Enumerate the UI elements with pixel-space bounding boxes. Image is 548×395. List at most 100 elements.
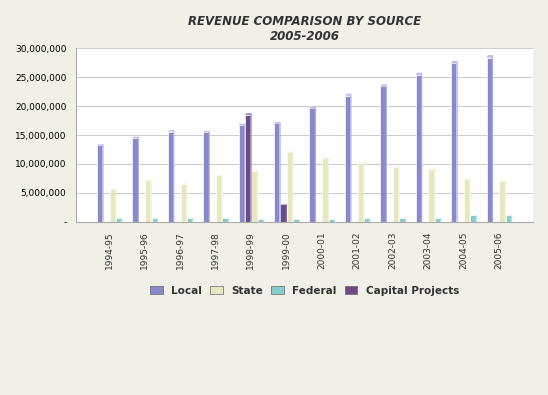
Bar [416,75,421,222]
Polygon shape [310,107,316,109]
Polygon shape [221,175,222,222]
Polygon shape [151,179,152,222]
Bar [252,171,256,222]
Bar [187,218,192,222]
Polygon shape [299,219,300,222]
Polygon shape [97,144,104,145]
Bar [274,124,279,222]
Polygon shape [487,55,493,58]
Polygon shape [292,151,293,222]
Polygon shape [133,137,139,138]
Polygon shape [350,94,351,222]
Bar [310,109,315,222]
Bar [222,218,227,222]
Bar [181,184,186,222]
Polygon shape [203,131,210,132]
Bar [364,218,369,222]
Bar [429,169,434,222]
Polygon shape [238,124,245,125]
Title: REVENUE COMPARISON BY SOURCE
2005-2006: REVENUE COMPARISON BY SOURCE 2005-2006 [188,15,421,43]
Polygon shape [328,157,329,222]
Bar [145,180,151,222]
Bar [258,219,263,222]
Polygon shape [429,168,435,169]
Bar [499,181,505,222]
Polygon shape [505,180,506,222]
Polygon shape [386,85,387,222]
Polygon shape [345,94,351,96]
Bar [293,219,299,222]
Polygon shape [287,151,293,152]
Bar [203,132,209,222]
Polygon shape [492,55,493,222]
Bar [329,219,334,222]
Polygon shape [421,73,423,222]
Bar [470,215,476,222]
Polygon shape [315,107,316,222]
Bar [451,63,456,222]
Polygon shape [464,178,470,179]
Legend: Local, State, Federal, Capital Projects: Local, State, Federal, Capital Projects [147,282,462,299]
Polygon shape [115,189,116,222]
Polygon shape [434,168,435,222]
Polygon shape [181,183,187,184]
Polygon shape [186,183,187,222]
Polygon shape [369,218,370,222]
Polygon shape [279,122,281,222]
Polygon shape [476,215,477,222]
Bar [464,179,469,222]
Polygon shape [263,219,264,222]
Bar [216,175,221,222]
Polygon shape [456,61,458,222]
Bar [506,215,511,222]
Bar [287,152,292,222]
Polygon shape [250,113,252,222]
Polygon shape [252,170,258,171]
Polygon shape [168,130,174,132]
Bar [358,163,363,222]
Bar [97,145,102,222]
Polygon shape [469,178,470,222]
Polygon shape [398,166,399,222]
Polygon shape [245,113,252,115]
Bar [152,218,157,222]
Bar [116,218,122,222]
Polygon shape [122,218,123,222]
Polygon shape [416,73,423,75]
Polygon shape [138,137,139,222]
Polygon shape [322,157,329,158]
Polygon shape [380,85,387,87]
Bar [435,218,440,222]
Polygon shape [157,218,158,222]
Polygon shape [511,215,512,222]
Polygon shape [256,170,258,222]
Bar [393,167,398,222]
Polygon shape [173,130,174,222]
Polygon shape [145,179,152,180]
Bar [110,189,115,222]
Polygon shape [358,162,364,163]
Polygon shape [286,204,287,222]
Polygon shape [363,162,364,222]
Polygon shape [393,166,399,167]
Polygon shape [192,218,193,222]
Polygon shape [499,180,506,181]
Bar [380,87,386,222]
Polygon shape [405,218,406,222]
Polygon shape [274,122,281,124]
Polygon shape [334,219,335,222]
Bar [281,204,286,222]
Polygon shape [102,144,104,222]
Polygon shape [244,124,245,222]
Polygon shape [451,61,458,63]
Polygon shape [227,218,229,222]
Bar [168,132,173,222]
Bar [322,158,328,222]
Polygon shape [440,218,441,222]
Polygon shape [209,131,210,222]
Bar [133,138,138,222]
Bar [345,96,350,222]
Bar [238,125,244,222]
Bar [487,58,492,222]
Bar [399,218,405,222]
